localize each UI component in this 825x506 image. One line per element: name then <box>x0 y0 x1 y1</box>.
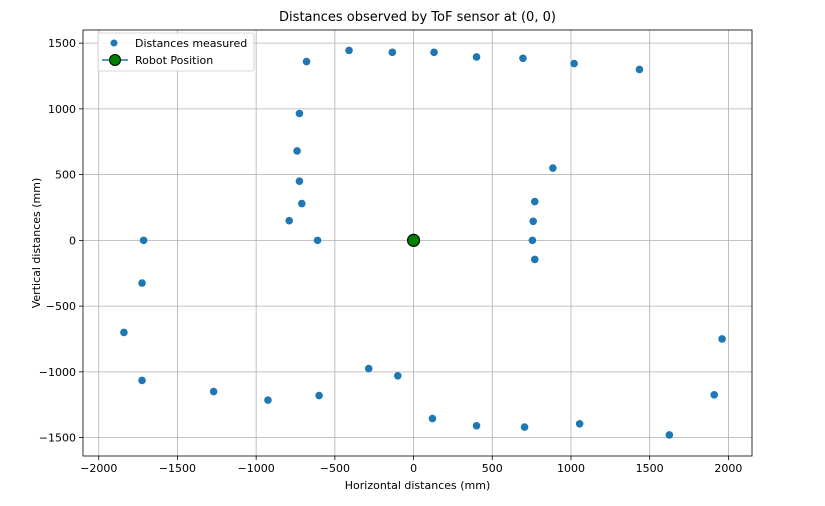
data-point-distance-measured <box>293 147 301 155</box>
legend-marker-distances-measured <box>110 39 118 47</box>
data-point-distance-measured <box>519 54 527 63</box>
legend-box <box>97 32 255 72</box>
y-tick-label: 500 <box>55 169 76 182</box>
x-tick-label: −500 <box>320 462 350 475</box>
data-point-distance-measured <box>264 396 272 404</box>
data-point-distance-measured <box>575 419 584 428</box>
x-tick-label: 2000 <box>714 462 742 475</box>
axis-ticks: −2000 −1500 −1000 −500 0 500 1000 1500 2000 −1500… <box>39 37 743 475</box>
data-point-distance-measured <box>388 48 397 57</box>
legend-marker-robot-position <box>109 54 121 66</box>
data-point-distance-measured <box>209 387 218 396</box>
y-tick-label: 1000 <box>48 103 76 116</box>
data-point-robot-position <box>406 233 421 247</box>
data-points <box>120 46 726 439</box>
data-point-distance-measured <box>345 46 353 55</box>
data-point-distance-measured <box>530 197 539 206</box>
data-point-distance-measured <box>472 421 481 430</box>
x-tick-label: 1000 <box>557 462 585 475</box>
data-point-distance-measured <box>549 164 557 172</box>
data-point-distance-measured <box>528 236 537 245</box>
data-point-distance-measured <box>520 423 529 431</box>
data-point-distance-measured <box>120 328 128 337</box>
data-point-distance-measured <box>635 65 644 74</box>
data-point-distance-measured <box>285 216 294 225</box>
data-point-distance-measured <box>428 414 437 423</box>
y-tick-label: 0 <box>69 234 76 247</box>
data-point-distance-measured <box>530 255 539 264</box>
data-point-distance-measured <box>529 217 537 226</box>
data-point-distance-measured <box>430 48 438 57</box>
data-point-distance-measured <box>295 177 304 186</box>
y-tick-label: −1000 <box>39 366 76 379</box>
data-point-distance-measured <box>138 376 146 385</box>
x-tick-label: −1500 <box>159 462 196 475</box>
x-tick-label: 500 <box>482 462 503 475</box>
plot-area-frame <box>82 29 753 457</box>
y-tick-label: −500 <box>46 300 76 313</box>
y-tick-label: 1500 <box>48 37 76 50</box>
data-point-distance-measured <box>472 53 481 61</box>
data-point-distance-measured <box>295 109 304 118</box>
legend-label-distances-measured: Distances measured <box>135 37 247 50</box>
legend: Distances measured Robot Position <box>97 32 255 72</box>
x-tick-label: −1000 <box>238 462 275 475</box>
chart-title: Distances observed by ToF sensor at (0, … <box>279 10 556 25</box>
data-point-distance-measured <box>313 236 322 245</box>
data-point-distance-measured <box>394 371 402 380</box>
data-point-distance-measured <box>665 431 674 439</box>
data-point-distance-measured <box>139 236 148 245</box>
y-tick-label: −1500 <box>39 432 76 445</box>
x-axis-label: Horizontal distances (mm) <box>345 479 491 492</box>
data-point-distance-measured <box>710 391 719 399</box>
data-point-distance-measured <box>298 199 306 208</box>
data-point-distance-measured <box>138 279 146 287</box>
x-tick-label: −2000 <box>80 462 117 475</box>
y-axis-label: Vertical distances (mm) <box>30 178 43 309</box>
data-point-distance-measured <box>302 57 311 66</box>
data-point-distance-measured <box>315 391 323 400</box>
x-tick-label: 0 <box>410 462 417 475</box>
data-point-distance-measured <box>718 335 726 343</box>
data-point-distance-measured <box>364 364 373 373</box>
x-tick-label: 1500 <box>636 462 664 475</box>
legend-label-robot-position: Robot Position <box>135 54 213 67</box>
data-point-distance-measured <box>570 59 578 68</box>
